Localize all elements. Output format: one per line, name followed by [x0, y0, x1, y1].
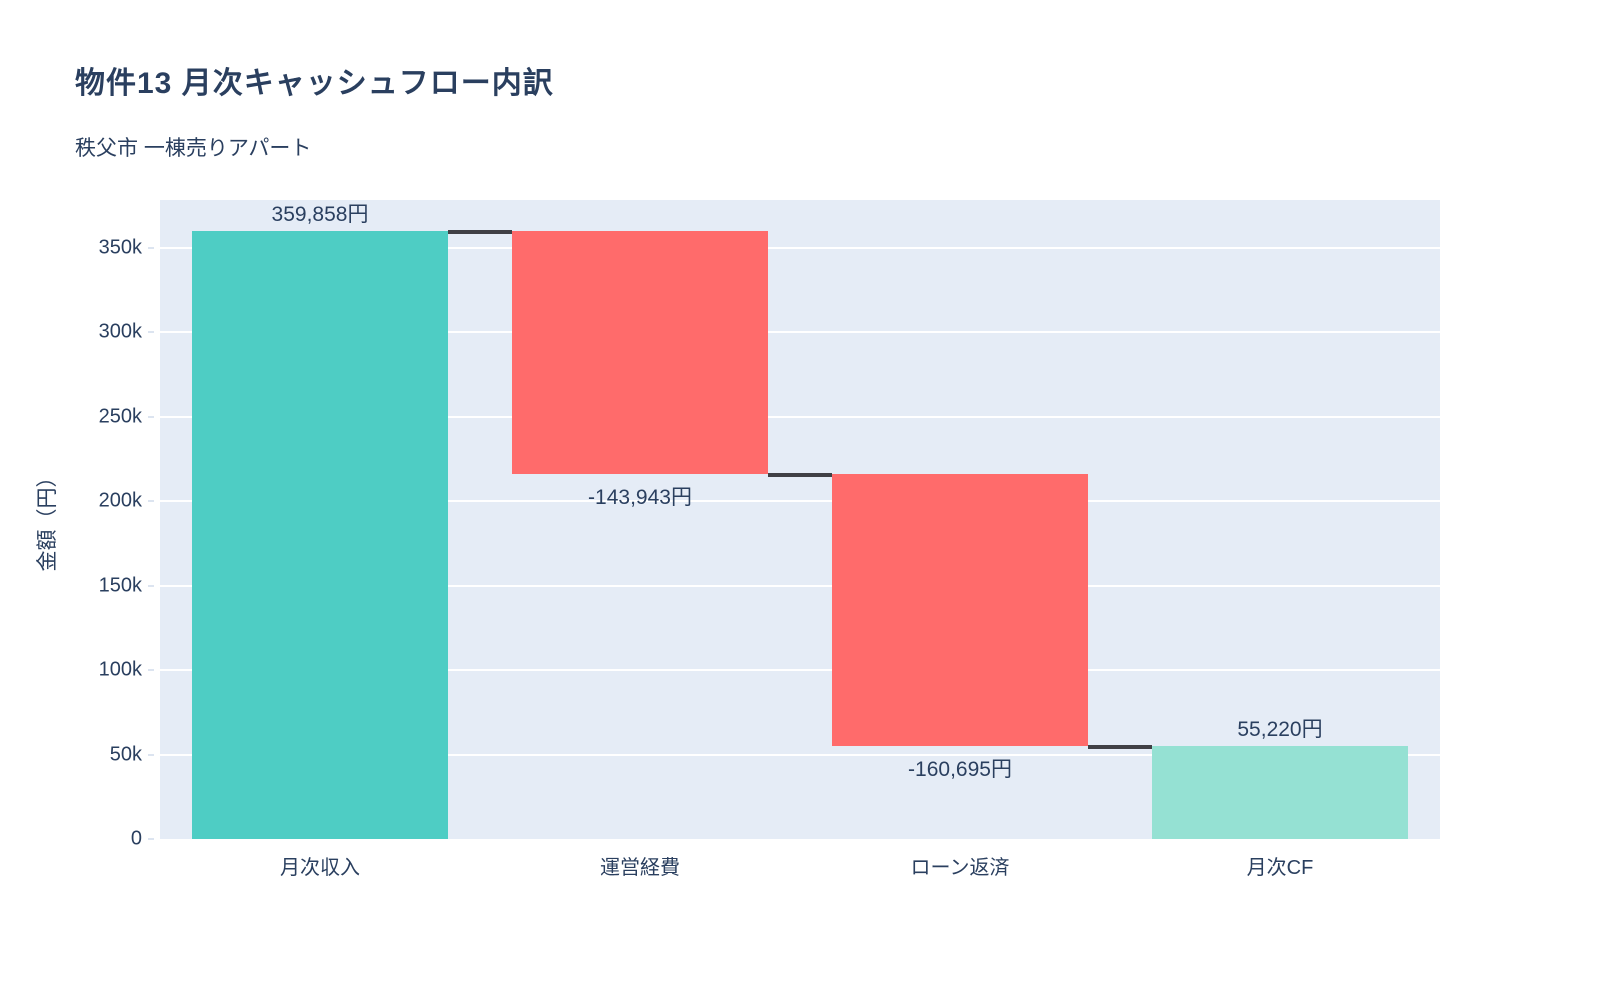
y-tick-mark [148, 331, 154, 334]
y-tick-label-100k: 100k [98, 658, 142, 681]
gridline-100k [160, 669, 1440, 672]
y-tick-mark [148, 246, 154, 249]
y-tick-label-50k: 50k [109, 743, 142, 766]
gridline-200k [160, 500, 1440, 503]
y-tick-label-150k: 150k [98, 574, 142, 597]
y-tick-label-300k: 300k [98, 320, 142, 343]
y-tick-mark [148, 753, 154, 756]
gridline-300k [160, 331, 1440, 334]
connector-line-2 [768, 473, 832, 478]
gridline-150k [160, 584, 1440, 587]
value-label-monthly-income: 359,858円 [271, 203, 369, 227]
value-label-monthly-cf: 55,220円 [1237, 717, 1323, 741]
connector-line-1 [448, 230, 512, 235]
y-tick-label-350k: 350k [98, 236, 142, 259]
value-label-operating-expenses: -143,943円 [588, 486, 692, 510]
gridline-50k [160, 753, 1440, 756]
x-axis: 月次収入 運営経費 ローン返済 月次CF [160, 839, 1440, 889]
connector-line-3 [1088, 744, 1152, 749]
value-label-loan-repayment: -160,695円 [908, 757, 1012, 781]
y-tick-label-0: 0 [130, 827, 142, 850]
chart-title: 物件13 月次キャッシュフロー内訳 [75, 67, 554, 100]
y-tick-label-200k: 200k [98, 489, 142, 512]
plot-area: 359,858円 -143,943円 -160,695円 55,220円 [160, 200, 1440, 839]
waterfall-bar-loan-repayment[interactable] [832, 474, 1088, 746]
x-tick-label-operating-expenses: 運営経費 [600, 857, 680, 879]
y-tick-mark [148, 584, 154, 587]
y-tick-mark [148, 500, 154, 503]
x-tick-label-loan-repayment: ローン返済 [910, 857, 1010, 879]
y-tick-mark [148, 669, 154, 672]
gridline-350k [160, 246, 1440, 249]
y-tick-mark [148, 838, 154, 840]
gridline-250k [160, 415, 1440, 418]
waterfall-bar-operating-expenses[interactable] [512, 231, 768, 475]
chart-subtitle: 秩父市 一棟売りアパート [75, 137, 312, 160]
waterfall-bar-monthly-income[interactable] [192, 231, 448, 839]
waterfall-bar-monthly-cf[interactable] [1152, 745, 1408, 839]
x-tick-label-monthly-cf: 月次CF [1246, 857, 1314, 879]
y-tick-mark [148, 415, 154, 418]
y-tick-label-250k: 250k [98, 405, 142, 428]
x-tick-label-monthly-income: 月次収入 [280, 857, 360, 879]
y-axis: 0 50k 100k 150k 200k 250k 300k 350k [0, 200, 154, 850]
